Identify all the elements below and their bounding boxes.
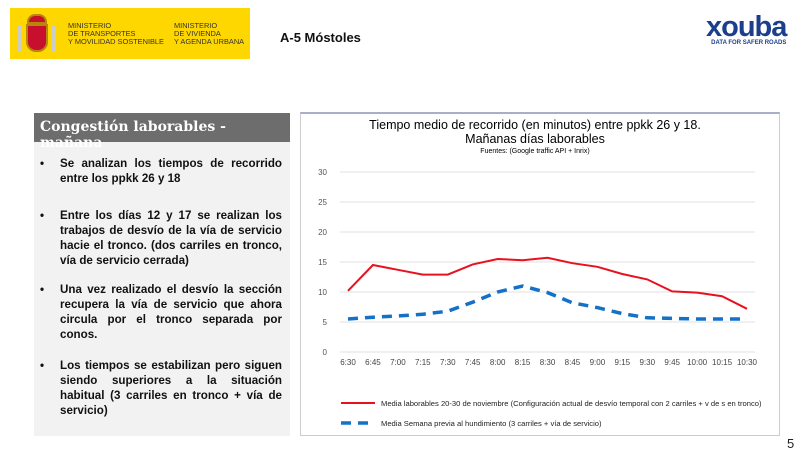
chart-source: Fuentes: (Google traffic API + Inrix) [480,148,589,155]
x-tick-label: 7:00 [390,358,406,367]
coat-of-arms-icon [14,12,58,56]
x-tick-label: 7:30 [440,358,456,367]
x-tick-label: 10:15 [712,358,733,367]
y-tick-label: 10 [318,288,327,297]
x-tick-label: 8:45 [565,358,581,367]
bullet: Los tiempos se estabilizan pero siguen s… [36,358,282,418]
line-chart: Tiempo medio de recorrido (en minutos) e… [318,118,762,428]
panel-heading: Congestión laborables - mañana [34,113,290,151]
bullet: Se analizan los tiempos de recorrido ent… [36,156,282,186]
x-tick-label: 8:30 [540,358,556,367]
chart-title: Tiempo medio de recorrido (en minutos) e… [369,118,701,132]
page-number: 5 [787,436,795,451]
chart-container: Tiempo medio de recorrido (en minutos) e… [300,112,780,436]
y-tick-label: 30 [318,168,327,177]
chart-subtitle: Mañanas días laborables [465,132,605,146]
x-tick-label: 6:45 [365,358,381,367]
summary-panel: Congestión laborables - mañana Se analiz… [34,113,290,436]
y-tick-label: 0 [323,348,328,357]
x-tick-label: 6:30 [340,358,356,367]
bullet: Una vez realizado el desvío la sección r… [36,282,282,342]
x-tick-label: 8:15 [515,358,531,367]
legend-label: Media Semana previa al hundimiento (3 ca… [381,419,602,428]
xouba-logo: xouba DATA FOR SAFER ROADS [706,11,787,47]
ministry-transport: MINISTERIO DE TRANSPORTES Y MOVILIDAD SOST… [68,20,164,46]
slide-title: A-5 Móstoles [280,30,361,45]
x-tick-label: 10:00 [687,358,708,367]
y-tick-label: 20 [318,228,327,237]
x-tick-label: 9:45 [664,358,680,367]
y-tick-label: 5 [323,318,328,327]
series-line [347,284,747,321]
x-tick-label: 8:00 [490,358,506,367]
x-tick-label: 9:30 [639,358,655,367]
y-tick-label: 25 [318,198,327,207]
y-tick-label: 15 [318,258,327,267]
x-tick-label: 7:15 [415,358,431,367]
x-tick-label: 9:00 [590,358,606,367]
x-tick-label: 10:30 [737,358,758,367]
government-banner: MINISTERIO DE TRANSPORTES Y MOVILIDAD SOST… [10,8,250,59]
legend-label: Media laborables 20-30 de noviembre (Con… [381,399,762,408]
x-tick-label: 7:45 [465,358,481,367]
ministry-housing: MINISTERIO DE VIVIENDA Y AGENDA URBANA [173,20,245,46]
x-tick-label: 9:15 [615,358,631,367]
series-line [347,256,748,310]
bullet: Entre los días 12 y 17 se realizan los t… [36,208,282,268]
